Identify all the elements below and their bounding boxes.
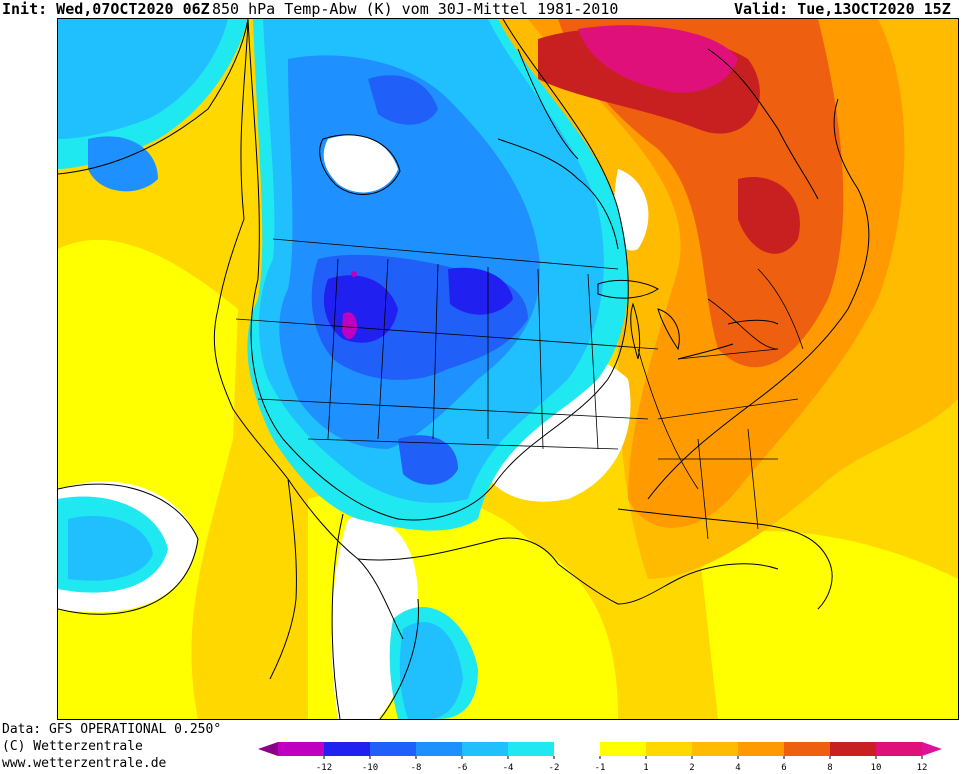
header: Init: Wed,07OCT2020 06Z 850 hPa Temp-Abw… xyxy=(0,0,970,18)
colorbar-tick-label: -1 xyxy=(595,763,606,773)
colorbar-min-arrow xyxy=(258,742,278,756)
anomaly-zone-pos10 xyxy=(738,177,800,254)
colorbar-tick-label: 1 xyxy=(643,763,648,773)
anomaly-zone-neg2 xyxy=(58,19,228,139)
colorbar-swatch xyxy=(416,742,462,756)
anomaly-zone-neg6 xyxy=(398,435,458,485)
colorbar-canvas: -12 -10 -8 -6 -4 -2 -1 1 2 4 6 8 10 12 xyxy=(258,742,942,773)
anomaly-zone-pos12 xyxy=(578,25,738,93)
anomaly-zone-neg12 xyxy=(342,312,358,340)
colorbar-swatch xyxy=(600,742,646,756)
colorbar-swatch xyxy=(738,742,784,756)
colorbar-swatch xyxy=(370,742,416,756)
colorbar-tick-label: -4 xyxy=(503,763,514,773)
colorbar-tick-label: 12 xyxy=(917,763,928,773)
anomaly-map xyxy=(57,18,959,720)
anomaly-zone-neg12 xyxy=(351,271,357,277)
colorbar-swatch xyxy=(692,742,738,756)
state-borders xyxy=(235,238,804,540)
colorbar-tick-label: 10 xyxy=(871,763,882,773)
colorbar-swatch xyxy=(876,742,922,756)
anomaly-zone-neg2 xyxy=(399,622,463,719)
map-title: 850 hPa Temp-Abw (K) vom 30J-Mittel 1981… xyxy=(212,0,619,18)
colorbar-tick-label: 6 xyxy=(781,763,786,773)
anomaly-zone-neg6 xyxy=(368,75,438,125)
colorbar-swatch xyxy=(784,742,830,756)
colorbar-tick-label: -2 xyxy=(549,763,560,773)
colorbar-swatch xyxy=(508,742,554,756)
colorbar-swatch xyxy=(646,742,692,756)
colorbar: -12 -10 -8 -6 -4 -2 -1 1 2 4 6 8 10 12 xyxy=(258,742,960,774)
anomaly-zone-neutral xyxy=(323,135,398,193)
data-source-label: Data: GFS OPERATIONAL 0.250° xyxy=(2,722,222,737)
anomaly-zone-neg2 xyxy=(68,515,153,581)
colorbar-tick-label: -10 xyxy=(362,763,378,773)
colorbar-swatch xyxy=(554,742,600,756)
colorbar-swatch xyxy=(324,742,370,756)
anomaly-zone-neg4 xyxy=(88,136,158,192)
map-canvas xyxy=(58,19,958,719)
anomaly-zone-pos1 xyxy=(698,531,958,719)
coastlines xyxy=(213,19,870,680)
contour-lines xyxy=(58,19,629,719)
colorbar-tick-label: 2 xyxy=(689,763,694,773)
colorbar-tick-label: 4 xyxy=(735,763,740,773)
colorbar-tick-label: -6 xyxy=(457,763,468,773)
anomaly-zone-neg8 xyxy=(448,267,513,315)
colorbar-swatch xyxy=(830,742,876,756)
great-lakes xyxy=(597,279,779,360)
website-label: www.wetterzentrale.de xyxy=(2,756,167,771)
colorbar-swatch xyxy=(278,742,324,756)
valid-time-label: Valid: Tue,13OCT2020 15Z xyxy=(734,0,951,18)
colorbar-tick-label: -8 xyxy=(411,763,422,773)
init-time-label: Init: Wed,07OCT2020 06Z xyxy=(2,0,210,18)
copyright-label: (C) Wetterzentrale xyxy=(2,739,143,754)
colorbar-tick-label: 8 xyxy=(827,763,832,773)
colorbar-tick-label: -12 xyxy=(316,763,332,773)
colorbar-max-arrow xyxy=(922,742,942,756)
colorbar-swatch xyxy=(462,742,508,756)
